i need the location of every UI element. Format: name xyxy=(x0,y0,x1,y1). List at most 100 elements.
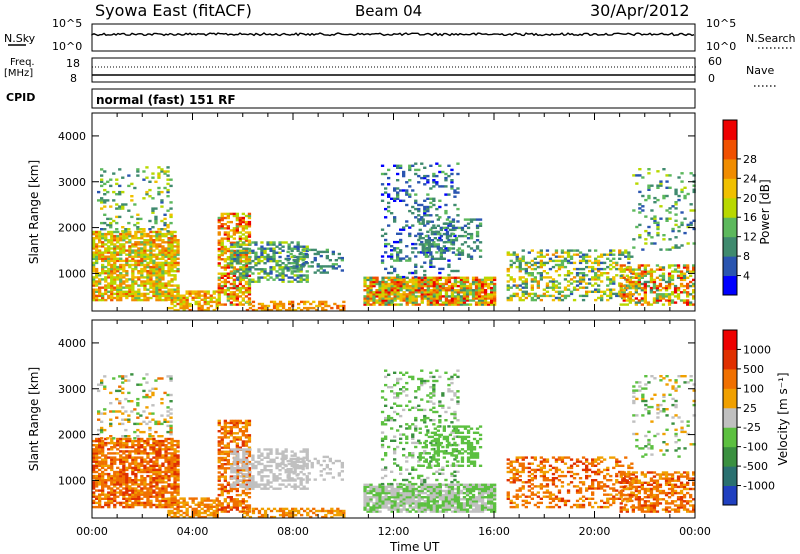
heatmap-cell xyxy=(137,470,141,474)
heatmap-cell xyxy=(399,293,403,296)
heatmap-cell xyxy=(244,286,249,290)
heatmap-cell xyxy=(220,291,224,294)
heatmap-cell xyxy=(588,290,592,293)
heatmap-cell xyxy=(515,255,519,258)
heatmap-cell xyxy=(244,282,249,286)
heatmap-cell xyxy=(167,511,171,515)
heatmap-cell xyxy=(384,295,388,298)
heatmap-cell xyxy=(223,463,227,466)
heatmap-cell xyxy=(160,219,164,223)
heatmap-cell xyxy=(641,209,645,212)
heatmap-cell xyxy=(137,290,141,293)
heatmap-cell xyxy=(615,274,619,277)
heatmap-cell xyxy=(137,272,141,275)
heatmap-cell xyxy=(226,432,230,435)
heatmap-cell xyxy=(95,481,99,484)
heatmap-cell xyxy=(433,245,437,248)
heatmap-cell xyxy=(152,234,156,238)
heatmap-cell xyxy=(634,291,638,294)
heatmap-cell xyxy=(462,286,467,290)
heatmap-cell xyxy=(640,274,644,277)
heatmap-cell xyxy=(405,299,409,302)
heatmap-cell xyxy=(124,418,128,421)
heatmap-cell xyxy=(363,295,367,298)
heatmap-cell xyxy=(197,302,201,306)
heatmap-cell xyxy=(278,302,283,306)
heatmap-cell xyxy=(206,292,210,295)
heatmap-cell xyxy=(169,400,173,403)
heatmap-cell xyxy=(465,278,470,282)
heatmap-cell xyxy=(269,276,273,279)
heatmap-cell xyxy=(588,282,592,285)
heatmap-cell xyxy=(137,466,141,470)
heatmap-cell xyxy=(110,441,114,445)
heatmap-cell xyxy=(539,261,543,265)
heatmap-cell xyxy=(396,278,400,282)
heatmap-cell xyxy=(136,226,140,229)
heatmap-cell xyxy=(131,450,135,453)
heatmap-cell xyxy=(600,272,604,275)
heatmap-cell xyxy=(143,495,147,498)
heatmap-cell xyxy=(194,300,198,304)
heatmap-cell xyxy=(438,303,442,306)
heatmap-cell xyxy=(533,267,537,271)
heatmap-cell xyxy=(536,282,540,285)
heatmap-cell xyxy=(322,265,326,268)
heatmap-cell xyxy=(305,278,309,281)
heatmap-cell xyxy=(166,178,170,181)
heatmap-cell xyxy=(423,205,427,209)
heatmap-cell xyxy=(637,276,641,279)
heatmap-cell xyxy=(139,217,143,221)
heatmap-cell xyxy=(563,257,568,260)
heatmap-cell xyxy=(469,234,474,238)
heatmap-cell xyxy=(226,481,230,484)
heatmap-cell xyxy=(223,245,227,249)
heatmap-cell xyxy=(463,230,468,234)
heatmap-cell xyxy=(118,207,122,210)
heatmap-cell xyxy=(396,247,400,250)
colorbar-swatch xyxy=(723,217,737,238)
heatmap-cell xyxy=(179,497,183,500)
heatmap-cell xyxy=(232,297,236,300)
heatmap-cell xyxy=(122,444,126,447)
heatmap-cell xyxy=(396,166,400,169)
heatmap-cell xyxy=(95,280,99,283)
heatmap-cell xyxy=(619,266,623,269)
heatmap-cell xyxy=(155,263,159,267)
heatmap-cell xyxy=(661,268,666,271)
heatmap-cell xyxy=(566,270,571,273)
heatmap-cell xyxy=(238,438,242,441)
heatmap-cell xyxy=(116,270,120,273)
heatmap-cell xyxy=(137,483,141,486)
heatmap-cell xyxy=(471,291,476,294)
heatmap-cell xyxy=(215,505,219,508)
heatmap-cell xyxy=(149,505,153,509)
heatmap-cell xyxy=(396,193,400,196)
heatmap-cell xyxy=(155,464,159,467)
heatmap-cell xyxy=(447,284,452,288)
heatmap-cell xyxy=(588,259,592,263)
heatmap-cell xyxy=(95,230,99,234)
heatmap-cell xyxy=(569,261,574,265)
heatmap-cell xyxy=(420,240,424,244)
heatmap-cell xyxy=(634,286,638,290)
heatmap-cell xyxy=(286,254,290,258)
heatmap-cell xyxy=(451,228,456,232)
heatmap-cell xyxy=(638,174,642,177)
heatmap-cell xyxy=(474,282,479,286)
heatmap-cell xyxy=(417,303,421,306)
heatmap-cell xyxy=(226,249,230,253)
heatmap-cell xyxy=(155,495,159,498)
heatmap-cell xyxy=(430,257,434,260)
heatmap-cell xyxy=(506,274,510,277)
heatmap-cell xyxy=(235,450,239,453)
heatmap-cell xyxy=(396,291,400,294)
heatmap-cell xyxy=(122,243,126,246)
heatmap-cell xyxy=(530,259,534,263)
heatmap-cell xyxy=(399,282,403,286)
heatmap-cell xyxy=(247,421,252,425)
heatmap-cell xyxy=(439,239,443,242)
heatmap-cell xyxy=(119,485,123,488)
heatmap-cell xyxy=(430,239,434,242)
heatmap-cell xyxy=(136,435,140,438)
